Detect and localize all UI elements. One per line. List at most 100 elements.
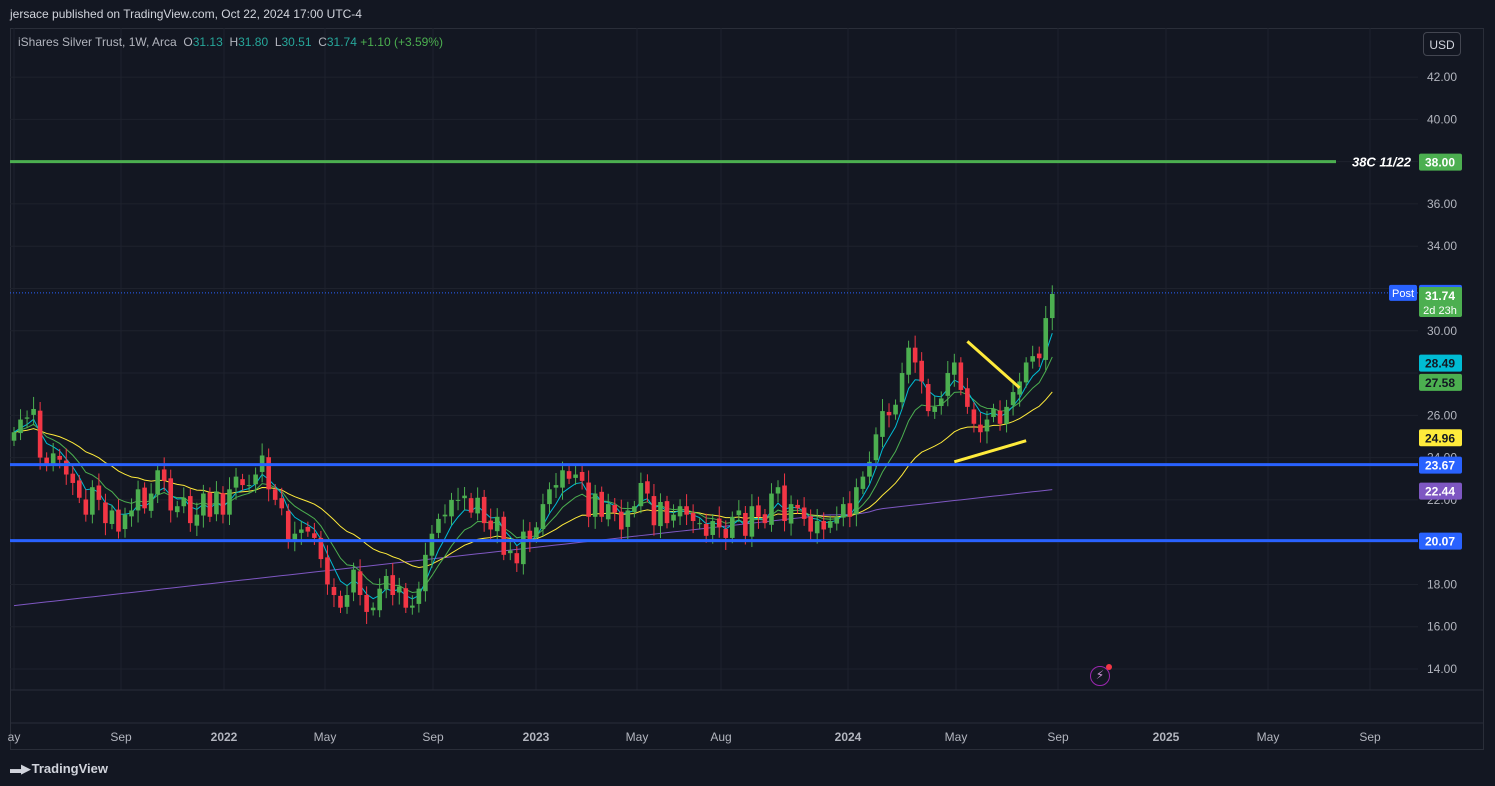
candle-body [1030,356,1035,362]
candle-body [664,501,670,524]
candle-body [912,347,918,363]
x-tick-label: Aug [710,730,731,744]
candle-body [63,460,69,475]
notification-dot [1106,664,1112,670]
candle-body [984,419,990,432]
target-price-tag: 38.00 [1425,156,1455,170]
x-tick-label: 2022 [211,730,238,744]
candle-body [305,526,311,532]
ema-long-line [13,489,1053,607]
candle-body [116,509,121,532]
candle-body [854,487,859,515]
last-price-tag-bg [1419,287,1462,318]
candle-body [227,489,232,515]
candle-body [553,485,559,488]
candle-body [312,533,317,538]
publish-bar: jersace published on TradingView.com, Oc… [0,0,1495,28]
candle-body [240,479,245,486]
candle-body [266,457,271,490]
candle-body [586,482,591,517]
low-value: 30.51 [281,35,312,49]
candle-body [129,510,134,517]
y-tick-label: 14.00 [1427,662,1457,676]
candle-body [318,537,324,560]
candle-body [168,478,174,511]
candle-body [220,493,226,515]
candle-body [579,471,585,481]
candle-body [534,527,539,538]
y-tick-label: 18.00 [1427,577,1457,591]
open-label: O [183,35,193,49]
candle-body [906,347,911,375]
support-lower-tag-bg [1419,532,1462,550]
candle-body [769,493,774,525]
candle-body [971,409,977,424]
candle-body [351,569,356,593]
candle-body [540,504,546,530]
y-tick-label: 26.00 [1427,408,1457,422]
candle-body [1043,318,1049,360]
ema-fast-tag: 28.49 [1425,357,1455,371]
candle-body [31,408,36,415]
candle-body [945,373,951,396]
candle-body [1017,381,1022,395]
candle-body [592,493,598,517]
chart-frame[interactable] [10,28,1484,750]
candle-body [50,453,56,465]
candle-body [161,469,167,481]
candle-body [24,417,30,419]
target-line-label: 38C 11/22 [1352,155,1412,170]
candle-body [462,495,467,499]
candle-body [1004,406,1009,424]
candle-body [331,586,337,596]
candle-body [507,550,513,554]
candle-body [338,595,343,608]
candle-body [325,557,330,585]
open-value: 31.13 [192,35,223,49]
candle-body [749,506,755,537]
candle-body [246,485,252,487]
candle-body [488,520,493,530]
candle-body [743,512,748,536]
candle-body [233,476,239,488]
candle-body [625,510,631,527]
support-upper-tag: 23.67 [1425,459,1455,473]
candle-body [932,406,938,412]
candle-body [214,491,219,515]
x-tick-label: Sep [1359,730,1381,744]
trendline [966,340,1021,389]
candle-body [873,434,879,461]
candle-body [821,521,827,530]
ema-slow-tag-bg [1419,429,1462,447]
candle-body [109,510,115,524]
candle-body [952,362,957,375]
candle-body [272,489,278,500]
candle-body [814,521,820,534]
tradingview-brand[interactable]: ▬▶ TradingView [10,761,108,777]
candle-body [436,518,441,533]
low-label: L [274,35,282,49]
candle-body [201,493,206,516]
candle-body [651,496,657,526]
candle-body [103,502,108,524]
candle-body [997,410,1003,424]
candle-body [370,607,376,611]
candle-body [357,571,363,596]
candle-body [938,398,944,407]
candle-body [1010,392,1016,406]
ema-long-tag: 22.44 [1425,485,1455,499]
symbol-label: iShares Silver Trust, 1W, Arca [18,35,177,49]
trendline [953,439,1027,464]
y-tick-label: 36.00 [1427,197,1457,211]
candle-body [174,506,180,513]
candle-body [142,487,147,509]
candle-body [762,514,768,524]
x-tick-label: May [626,730,649,744]
currency-button[interactable]: USD [1423,32,1461,56]
flash-icon[interactable]: ⚡ [1090,664,1112,686]
y-tick-label: 42.00 [1427,70,1457,84]
close-label: C [318,35,327,49]
close-value: 31.74 [326,35,357,49]
candle-body [521,531,526,565]
